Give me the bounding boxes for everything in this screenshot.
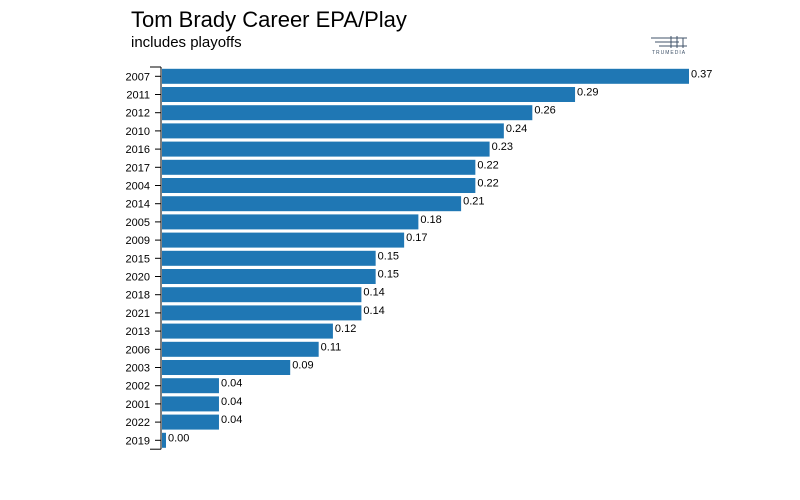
y-tick-label: 2018 — [126, 290, 150, 302]
y-tick-label: 2021 — [126, 308, 150, 320]
y-tick-label: 2014 — [126, 199, 150, 211]
bar — [162, 305, 362, 321]
bar — [162, 360, 291, 375]
bar-value-label: 0.22 — [477, 178, 498, 190]
bar — [162, 341, 319, 357]
bar — [162, 178, 476, 193]
bar-value-label: 0.18 — [420, 214, 441, 226]
y-tick-label: 2003 — [126, 363, 150, 375]
y-tick-label: 2009 — [126, 235, 150, 247]
y-tick-label: 2001 — [126, 399, 150, 411]
y-tick-label: 2015 — [126, 253, 150, 265]
bar-value-label: 0.29 — [577, 87, 598, 99]
y-tick-label: 2006 — [126, 344, 150, 356]
bar — [162, 141, 490, 157]
bar-value-label: 0.15 — [378, 269, 399, 281]
y-tick-label: 2019 — [126, 435, 150, 447]
chart-title: Tom Brady Career EPA/Play — [131, 7, 407, 32]
bar-value-label: 0.17 — [406, 232, 427, 244]
bar-value-label: 0.24 — [506, 123, 527, 135]
bar-value-label: 0.09 — [292, 360, 313, 372]
bar — [162, 196, 462, 212]
y-tick-label: 2004 — [126, 181, 150, 193]
bar-value-label: 0.22 — [477, 159, 498, 171]
bar-value-label: 0.37 — [691, 68, 712, 80]
y-tick-label: 2020 — [126, 272, 150, 284]
bar — [162, 432, 166, 448]
logo-text: TRUMEDIA — [651, 50, 687, 56]
y-tick-label: 2011 — [126, 90, 150, 102]
bar — [162, 87, 576, 102]
bar-value-label: 0.04 — [221, 414, 242, 426]
y-tick-label: 2012 — [126, 108, 150, 120]
bar — [162, 214, 419, 230]
bar — [162, 323, 333, 339]
bar-value-label: 0.04 — [221, 378, 242, 390]
bar-value-label: 0.11 — [321, 341, 342, 353]
y-tick-label: 2005 — [126, 217, 150, 229]
y-tick-label: 2007 — [126, 71, 150, 83]
bar-value-label: 0.00 — [168, 432, 189, 444]
bar — [162, 378, 219, 394]
bar — [162, 414, 219, 430]
bar — [162, 105, 533, 121]
y-tick-label: 2010 — [126, 126, 150, 138]
y-tick-label: 2022 — [126, 417, 150, 429]
bar-value-label: 0.21 — [463, 196, 484, 208]
y-tick-label: 2017 — [126, 162, 150, 174]
bar-value-label: 0.23 — [492, 141, 513, 153]
trumedia-logo: TRUMEDIA — [649, 35, 689, 59]
bar-value-label: 0.26 — [534, 105, 555, 117]
y-tick-label: 2013 — [126, 326, 150, 338]
bar — [162, 123, 504, 139]
bar — [162, 269, 376, 284]
y-tick-label: 2016 — [126, 144, 150, 156]
bar-value-label: 0.14 — [363, 305, 384, 317]
trumedia-logo-icon — [651, 36, 687, 48]
chart-subtitle: includes playoffs — [131, 34, 242, 51]
y-tick-label: 2002 — [126, 381, 150, 393]
bar — [162, 287, 362, 303]
bar — [162, 250, 376, 266]
bar-value-label: 0.12 — [335, 323, 356, 335]
bar — [162, 159, 476, 175]
bar-value-label: 0.04 — [221, 396, 242, 408]
bar-value-label: 0.14 — [363, 287, 384, 299]
bar — [162, 232, 405, 248]
bar-value-label: 0.15 — [378, 250, 399, 262]
bar — [162, 68, 689, 84]
bar — [162, 396, 219, 412]
